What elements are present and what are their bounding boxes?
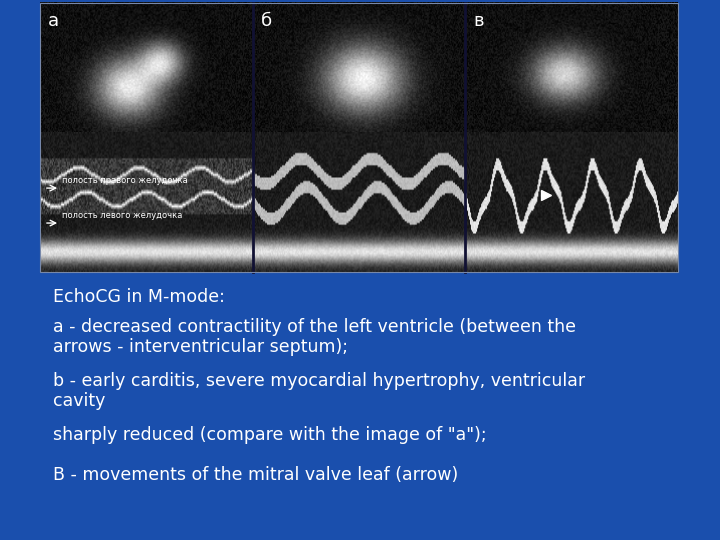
Text: arrows - interventricular septum);: arrows - interventricular septum);: [53, 338, 348, 356]
Text: б: б: [261, 12, 272, 30]
Text: а: а: [48, 12, 59, 30]
Text: EchoCG in M-mode:: EchoCG in M-mode:: [53, 288, 225, 306]
Bar: [40, 3, 678, 272]
Text: B - movements of the mitral valve leaf (arrow): B - movements of the mitral valve leaf (…: [53, 466, 458, 484]
Text: в: в: [473, 12, 484, 30]
Text: cavity: cavity: [53, 392, 105, 410]
Text: sharply reduced (compare with the image of "a");: sharply reduced (compare with the image …: [53, 426, 487, 444]
Bar: [40, 3, 678, 272]
Text: b - early carditis, severe myocardial hypertrophy, ventricular: b - early carditis, severe myocardial hy…: [53, 372, 585, 390]
Text: полость левого желудочка: полость левого желудочка: [62, 211, 182, 220]
Text: полость правого желудочка: полость правого желудочка: [62, 176, 188, 185]
Text: a - decreased contractility of the left ventricle (between the: a - decreased contractility of the left …: [53, 318, 576, 336]
